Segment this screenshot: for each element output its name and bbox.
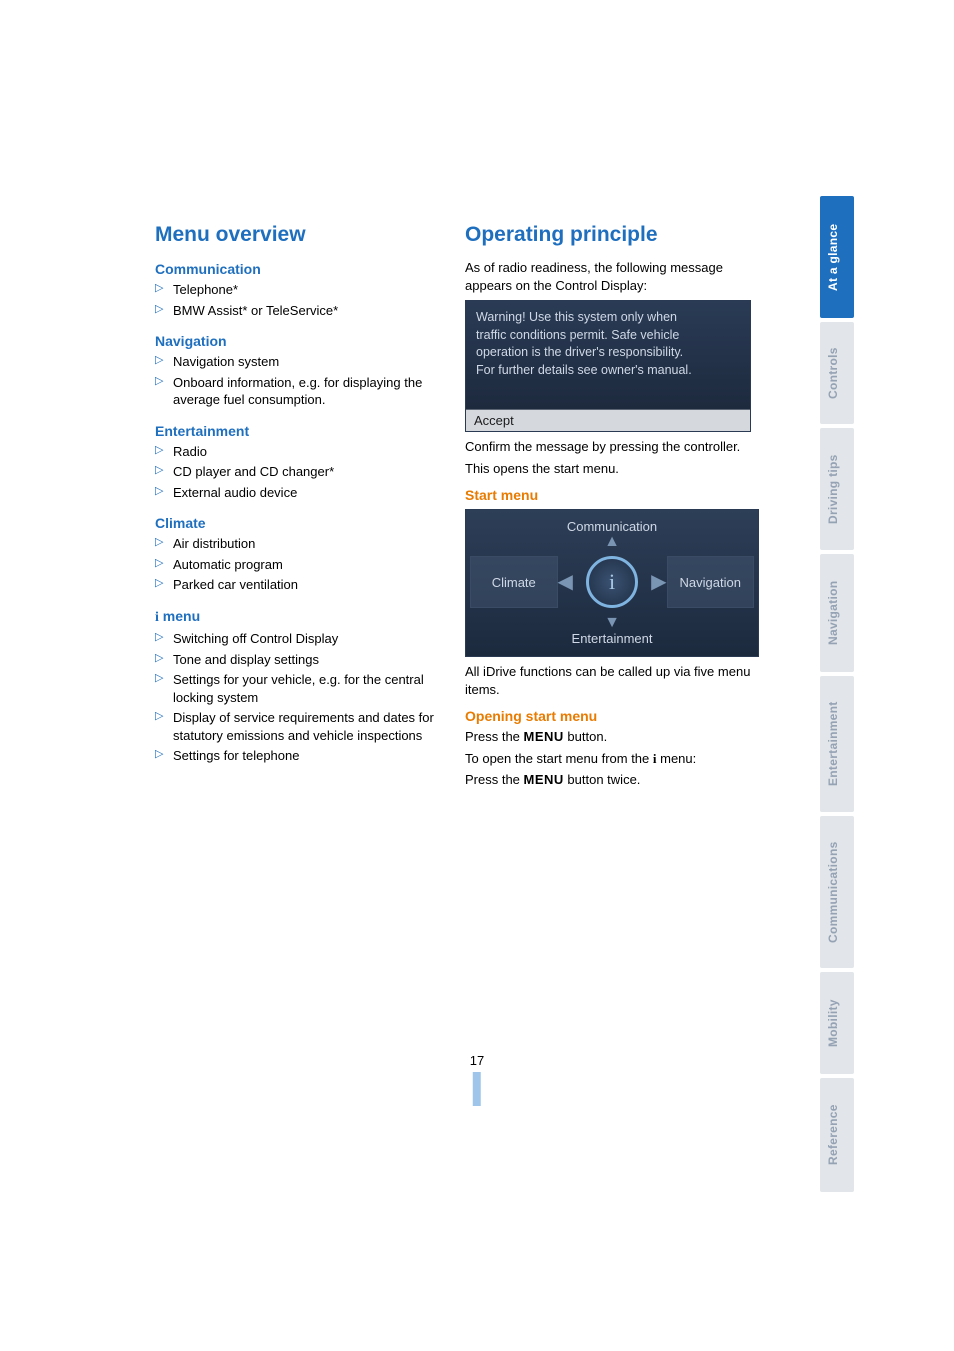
sm-empty-bl [470, 610, 558, 650]
side-tab[interactable]: Mobility [820, 972, 854, 1074]
operating-principle-title: Operating principle [465, 223, 755, 247]
page-number-wrap: 17 [470, 1053, 484, 1106]
list-item: Settings for your vehicle, e.g. for the … [155, 671, 445, 706]
list-item: Radio [155, 443, 445, 461]
warning-line: Warning! Use this system only when [476, 309, 740, 327]
warning-line: traffic conditions permit. Safe vehicle [476, 327, 740, 345]
sm-center[interactable]: ◀ i ▶ [560, 556, 665, 608]
intro-text: As of radio readiness, the following mes… [465, 259, 755, 294]
warning-body: Warning! Use this system only whentraffi… [466, 301, 750, 409]
start-menu-heading: Start menu [465, 487, 755, 503]
opens-start-text: This opens the start menu. [465, 460, 755, 478]
right-column: Operating principle As of radio readines… [465, 223, 755, 793]
content-columns: Menu overview Communication Telephone* BMW… [155, 223, 755, 793]
list-item: Switching off Control Display [155, 630, 445, 648]
sm-bottom[interactable]: ▼ Entertainment [560, 610, 665, 650]
list-item: Display of service requirements and date… [155, 709, 445, 744]
side-tab[interactable]: Entertainment [820, 676, 854, 812]
chevron-up-icon: ▲ [604, 534, 620, 550]
section-heading: Climate [155, 515, 445, 531]
section-list: Navigation system Onboard information, e.… [155, 353, 445, 409]
list-item: Onboard information, e.g. for displaying… [155, 374, 445, 409]
list-item: Telephone* [155, 281, 445, 299]
info-icon: i [586, 556, 638, 608]
side-tab[interactable]: At a glance [820, 196, 854, 318]
chevron-down-icon: ▼ [604, 615, 620, 631]
page-number: 17 [470, 1053, 484, 1068]
section-list: Telephone* BMW Assist* or TeleService* [155, 281, 445, 319]
warning-screenshot: Warning! Use this system only whentraffi… [465, 300, 751, 432]
side-tab[interactable]: Driving tips [820, 428, 854, 550]
warning-line: operation is the driver's responsibility… [476, 344, 740, 362]
side-tab[interactable]: Reference [820, 1078, 854, 1192]
sm-right[interactable]: Navigation [667, 556, 755, 608]
after-start-menu-text: All iDrive functions can be called up vi… [465, 663, 755, 698]
side-tab[interactable]: Navigation [820, 554, 854, 672]
menu-label-2: MENU [524, 772, 564, 787]
sm-empty-tl [470, 514, 558, 554]
section-list: Switching off Control Display Tone and di… [155, 630, 445, 765]
start-menu-screenshot: Communication ▲ Climate ◀ i ▶ Navigation… [465, 509, 759, 657]
section-heading: Entertainment [155, 423, 445, 439]
list-item: Automatic program [155, 556, 445, 574]
section-heading: Navigation [155, 333, 445, 349]
sm-left[interactable]: Climate [470, 556, 558, 608]
sm-top-label: Communication [567, 519, 657, 534]
list-item: Tone and display settings [155, 651, 445, 669]
menu-label: MENU [524, 729, 564, 744]
section-list: Radio CD player and CD changer* External a… [155, 443, 445, 502]
opening-line-1: Press the MENU button. [465, 728, 755, 746]
sm-empty-br [667, 610, 755, 650]
list-item: Settings for telephone [155, 747, 445, 765]
opening-line-2: To open the start menu from the i menu: [465, 750, 755, 768]
chevron-right-icon: ▶ [651, 572, 666, 592]
opening-start-menu-heading: Opening start menu [465, 708, 755, 724]
list-item: External audio device [155, 484, 445, 502]
chevron-left-icon: ◀ [558, 572, 573, 592]
accept-button[interactable]: Accept [466, 409, 750, 431]
list-item: CD player and CD changer* [155, 463, 445, 481]
sm-empty-tr [667, 514, 755, 554]
sm-bottom-label: Entertainment [572, 631, 653, 646]
left-column: Menu overview Communication Telephone* BMW… [155, 223, 445, 793]
warning-line: For further details see owner's manual. [476, 362, 740, 380]
list-item: Parked car ventilation [155, 576, 445, 594]
sm-top[interactable]: Communication ▲ [560, 514, 665, 554]
section-heading: i menu [155, 608, 445, 626]
list-item: Navigation system [155, 353, 445, 371]
list-item: BMW Assist* or TeleService* [155, 302, 445, 320]
page-bar [473, 1072, 481, 1106]
section-heading: Communication [155, 261, 445, 277]
page: Menu overview Communication Telephone* BMW… [0, 0, 954, 1351]
side-tab[interactable]: Controls [820, 322, 854, 424]
opening-line-3: Press the MENU button twice. [465, 771, 755, 789]
menu-overview-title: Menu overview [155, 223, 445, 247]
side-tabs: At a glance Controls Driving tips Navigatio… [820, 196, 854, 1196]
confirm-text: Confirm the message by pressing the cont… [465, 438, 755, 456]
side-tab[interactable]: Communications [820, 816, 854, 968]
list-item: Air distribution [155, 535, 445, 553]
section-list: Air distribution Automatic program Parked … [155, 535, 445, 594]
